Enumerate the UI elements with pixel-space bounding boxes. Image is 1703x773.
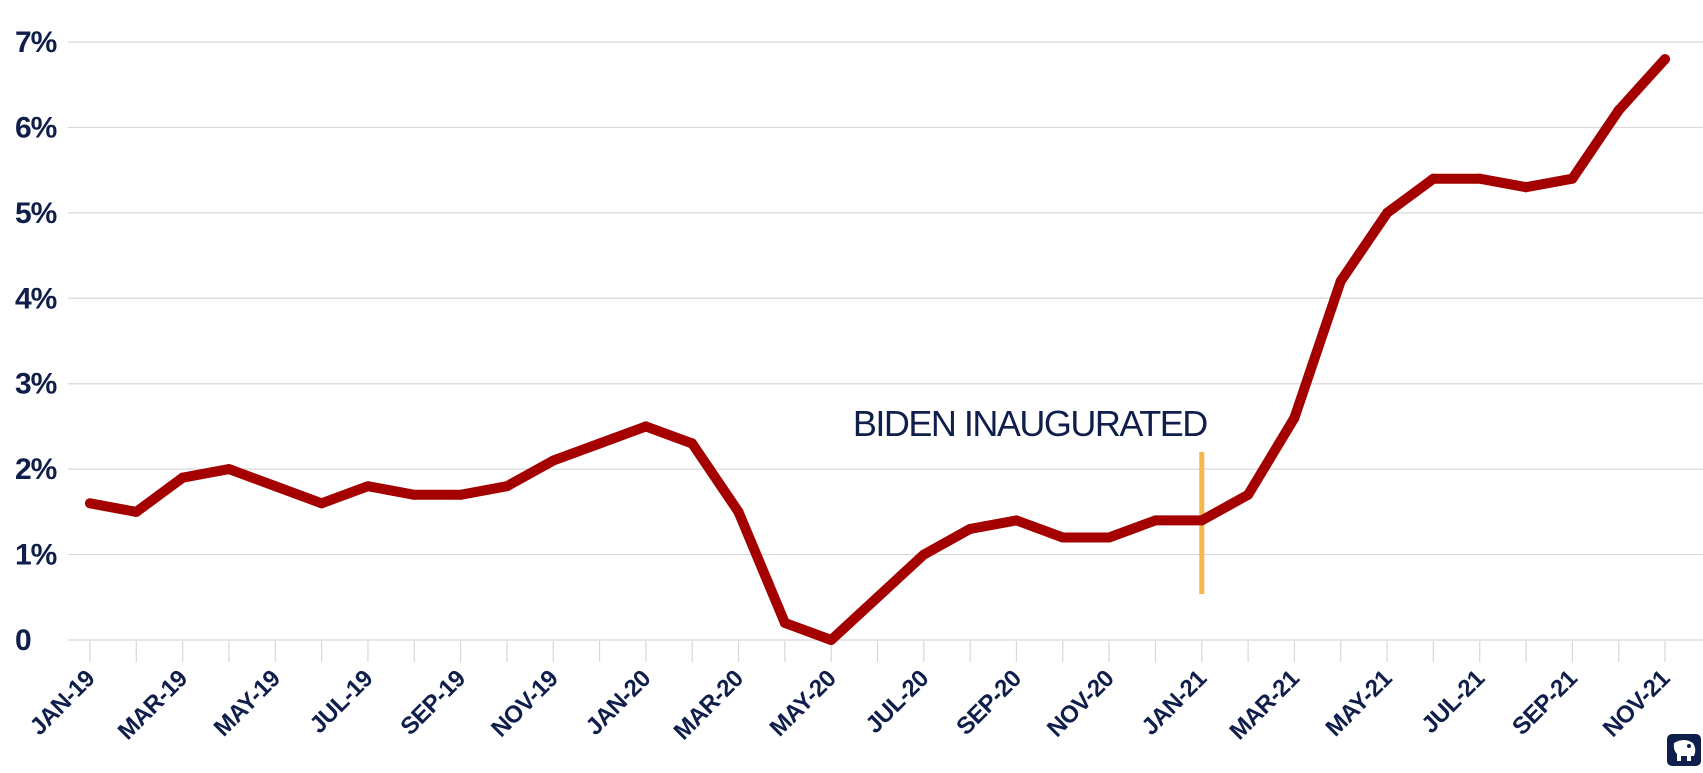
x-tick-label: SEP-20 <box>951 665 1027 741</box>
y-tick-label: 3% <box>15 368 57 401</box>
data-point <box>270 481 281 492</box>
x-tick-label: NOV-20 <box>1042 665 1119 742</box>
y-tick-label: 1% <box>15 539 57 572</box>
data-point <box>687 438 698 449</box>
data-point <box>1613 105 1624 116</box>
data-point <box>1474 173 1485 184</box>
data-point <box>409 489 420 500</box>
x-tick-label: JUL-21 <box>1416 665 1490 739</box>
data-point <box>223 464 234 475</box>
x-axis-ticks: JAN-19 MAR-19 MAY-19 JUL-19 SEP-19 NOV-19 JAN-… <box>25 641 1675 745</box>
data-point <box>85 498 95 509</box>
x-tick-label: SEP-19 <box>395 665 471 741</box>
y-tick-label: 4% <box>15 282 57 315</box>
data-point <box>1011 515 1022 526</box>
data-point <box>1660 54 1670 65</box>
data-point <box>594 438 605 449</box>
data-point <box>1104 532 1115 543</box>
data-point <box>1057 532 1068 543</box>
data-point <box>965 523 976 534</box>
x-tick-label: NOV-19 <box>486 665 563 742</box>
x-tick-label: JAN-21 <box>1137 665 1213 741</box>
x-tick-label: MAY-21 <box>1321 665 1398 742</box>
data-point <box>548 455 559 466</box>
x-tick-label: MAY-20 <box>765 665 842 742</box>
x-tick-label: JAN-19 <box>25 665 101 741</box>
data-point <box>918 549 929 560</box>
y-tick-label: 5% <box>15 197 57 230</box>
elephant-logo-icon <box>1667 734 1701 766</box>
x-tick-label: MAR-19 <box>113 665 193 745</box>
data-point <box>826 635 837 645</box>
x-tick-label: MAR-21 <box>1225 665 1305 745</box>
data-point <box>1150 515 1161 526</box>
annotation-label: BIDEN INAUGURATED <box>853 403 1207 444</box>
x-tick-label: NOV-21 <box>1598 665 1675 742</box>
data-point <box>316 498 327 509</box>
data-point <box>362 481 373 492</box>
data-point <box>1382 207 1393 218</box>
x-tick-label: MAY-19 <box>209 665 286 742</box>
y-axis-ticks: 0 1% 2% 3% 4% 5% 6% 7% <box>15 26 58 657</box>
annotation-layer: BIDEN INAUGURATED <box>853 403 1209 444</box>
data-point <box>1335 276 1346 287</box>
data-point <box>872 592 883 603</box>
data-point <box>131 506 142 517</box>
y-tick-label: 0 <box>15 624 31 657</box>
data-point <box>455 489 466 500</box>
y-tick-label: 2% <box>15 453 57 486</box>
series-line <box>85 54 1670 645</box>
data-point <box>733 506 744 517</box>
x-tick-label: MAR-20 <box>669 665 749 745</box>
x-tick-label: JUL-20 <box>861 665 935 739</box>
data-point <box>177 472 188 483</box>
y-tick-label: 6% <box>15 111 57 144</box>
data-point <box>1196 515 1207 526</box>
grid-layer <box>68 41 1703 641</box>
data-point <box>640 421 651 432</box>
data-point <box>1428 173 1439 184</box>
series-layer <box>85 54 1670 645</box>
data-point <box>1567 173 1578 184</box>
x-tick-label: JUL-19 <box>305 665 379 739</box>
x-tick-label: SEP-21 <box>1507 665 1583 741</box>
data-point <box>779 617 790 628</box>
data-point <box>1521 182 1532 193</box>
data-point <box>1243 489 1254 500</box>
y-tick-label: 7% <box>15 26 57 59</box>
x-tick-label: JAN-20 <box>581 665 657 741</box>
data-point <box>1289 412 1300 423</box>
data-point <box>501 481 512 492</box>
